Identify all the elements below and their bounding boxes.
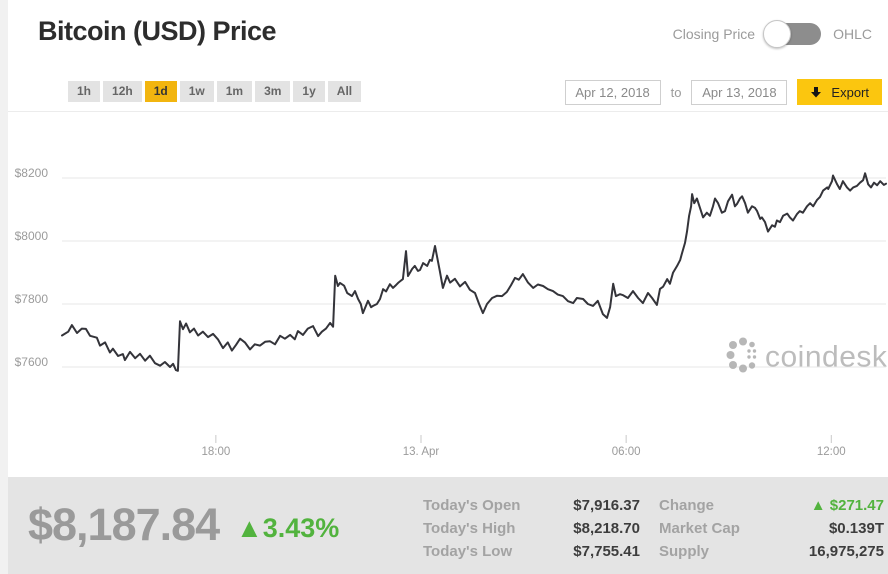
coindesk-logo-dot <box>739 337 747 346</box>
y-axis-label: $8000 <box>15 229 49 243</box>
change-percent: ▲3.43% <box>236 513 339 544</box>
export-label: Export <box>831 84 869 100</box>
price-mode-toggle[interactable] <box>763 20 822 48</box>
price-chart-svg[interactable]: $7600 $7800 $8000 $8200 18:00 13. Apr 06:00 12:… <box>0 112 888 477</box>
x-axis-label: 12:00 <box>817 446 846 458</box>
stat-value: $8,218.70 <box>573 520 640 537</box>
price-chart[interactable]: $7600 $7800 $8000 $8200 18:00 13. Apr 06:00 12:… <box>0 112 888 477</box>
coindesk-logo-dot <box>739 364 747 373</box>
toggle-knob[interactable] <box>763 20 792 48</box>
date-to-word: to <box>670 84 682 100</box>
page-title: Bitcoin (USD) Price <box>38 16 277 46</box>
date-range-controls: to Export <box>564 79 882 105</box>
x-axis-label: 18:00 <box>201 446 230 458</box>
x-axis-label: 13. Apr <box>403 446 440 458</box>
stat-value: $0.139T <box>828 520 884 537</box>
coindesk-watermark: coindesk <box>726 337 888 374</box>
coindesk-logo-dot <box>747 349 751 353</box>
coindesk-logo-dot <box>726 351 735 359</box>
range-button-1y[interactable]: 1y <box>293 81 325 102</box>
date-from-input[interactable] <box>564 79 661 105</box>
export-button[interactable]: Export <box>797 79 882 105</box>
stat-label: Today's Low <box>423 543 513 560</box>
range-button-1w[interactable]: 1w <box>179 81 214 102</box>
range-button-all[interactable]: All <box>327 81 362 102</box>
range-button-1m[interactable]: 1m <box>216 81 253 102</box>
range-button-12h[interactable]: 12h <box>103 81 142 102</box>
y-axis-label: $7600 <box>15 355 49 369</box>
coindesk-logo-dot <box>747 355 751 359</box>
coindesk-logo-dot <box>729 361 737 369</box>
time-range-buttons: 1h 12h 1d 1w 1m 3m 1y All <box>68 81 362 102</box>
stat-value: 16,975,275 <box>808 543 884 560</box>
download-icon <box>811 86 822 97</box>
coindesk-wordmark: coindesk <box>765 341 888 374</box>
coindesk-logo-dot <box>752 349 757 353</box>
change-percent-value: 3.43% <box>262 513 340 543</box>
price-line-series <box>61 172 887 372</box>
coindesk-logo-dot <box>748 362 756 369</box>
range-button-1d[interactable]: 1d <box>144 81 177 102</box>
up-triangle-icon: ▲ <box>236 513 263 543</box>
page-edge-strip <box>0 0 8 574</box>
stat-value: $7,755.41 <box>573 543 640 560</box>
header-divider <box>8 111 888 112</box>
y-axis-label: $8200 <box>15 166 49 180</box>
stat-label: Change <box>659 497 715 514</box>
x-axis-label: 06:00 <box>612 446 641 458</box>
y-axis-label: $7800 <box>15 292 49 306</box>
stat-value: $7,916.37 <box>573 497 640 514</box>
current-price: $8,187.84 <box>28 499 220 550</box>
coindesk-logo-dot <box>729 341 737 349</box>
stat-value: ▲ $271.47 <box>810 497 884 514</box>
date-to-input[interactable] <box>691 79 788 105</box>
price-mode-toggle-group: Closing Price OHLC <box>673 20 872 48</box>
coindesk-logo-dot <box>749 341 755 348</box>
range-button-3m[interactable]: 3m <box>255 81 291 102</box>
stats-bar: $8,187.84 ▲3.43% Today's Open $7,916.37 To… <box>8 477 888 574</box>
stat-label: Today's Open <box>423 497 521 514</box>
range-button-1h[interactable]: 1h <box>68 81 101 102</box>
coindesk-logo-dot <box>752 355 757 359</box>
stat-label: Market Cap <box>659 520 740 537</box>
stat-label: Today's High <box>423 520 516 537</box>
stat-label: Supply <box>659 543 710 560</box>
ohlc-label: OHLC <box>833 26 872 42</box>
closing-price-label: Closing Price <box>672 26 756 42</box>
